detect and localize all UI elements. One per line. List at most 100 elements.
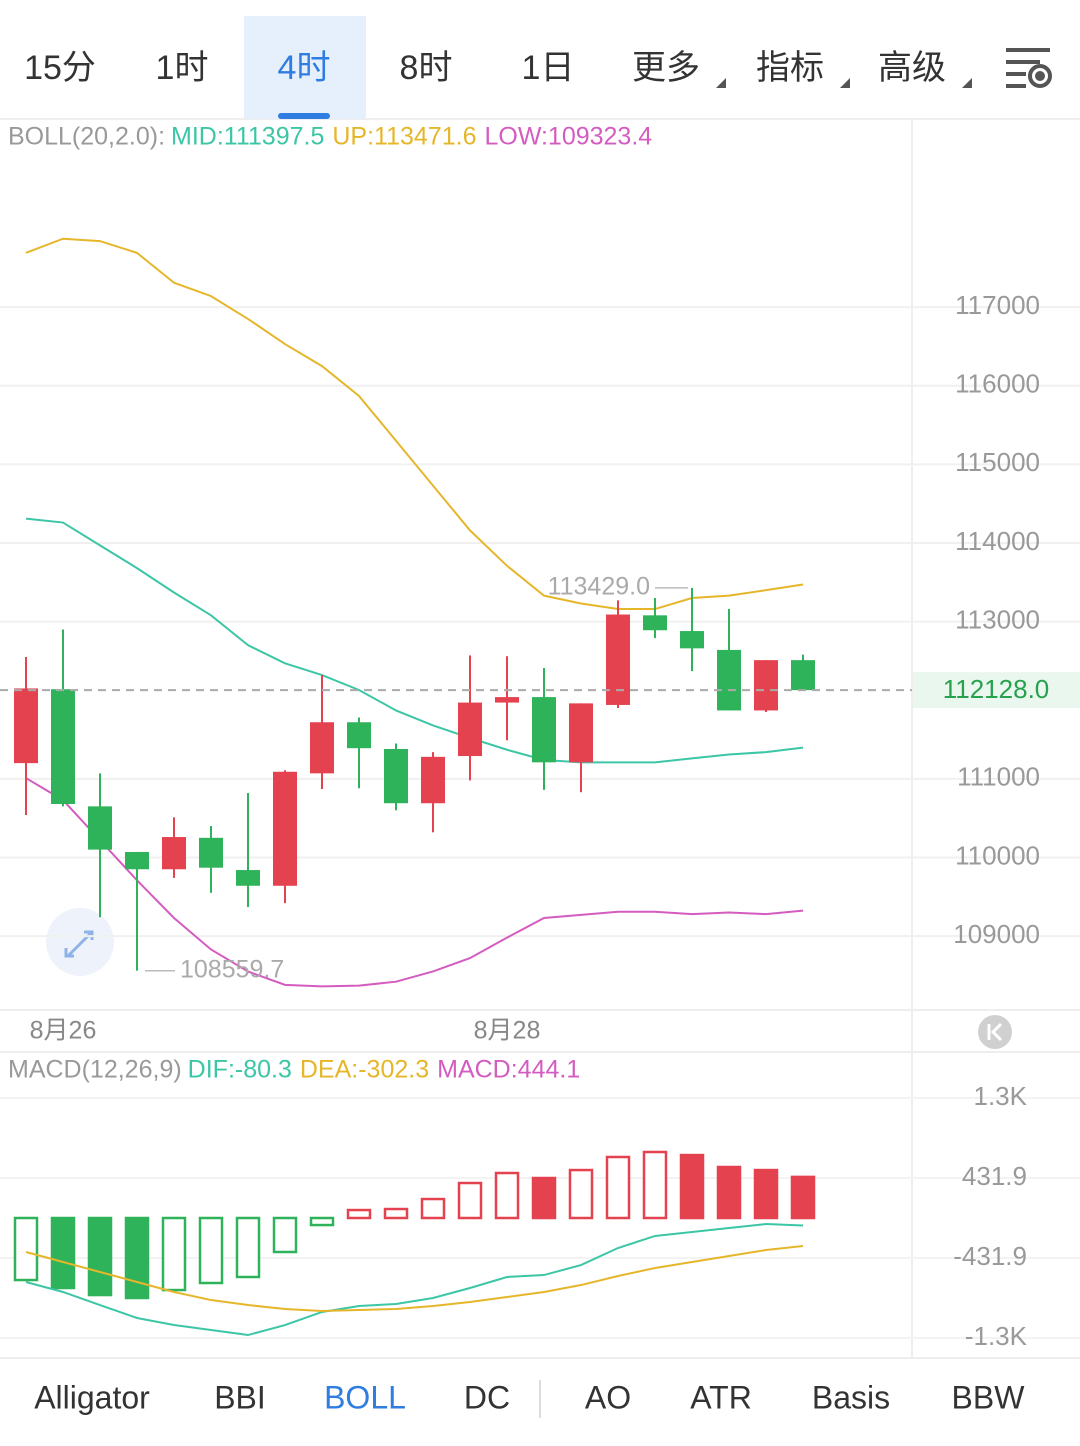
legend-entry: MACD:444.1: [437, 1056, 580, 1084]
candle-body: [791, 660, 815, 691]
macd-bar: [531, 1176, 557, 1220]
macd-bar: [790, 1175, 816, 1220]
candle-body: [569, 703, 593, 763]
candle-body: [125, 851, 149, 870]
macd-bar: [124, 1216, 150, 1300]
timeframe-tab[interactable]: 1时: [156, 49, 209, 87]
candle-body: [680, 631, 704, 649]
x-tick-label: 8月28: [474, 1017, 541, 1045]
dropdown-caret: [962, 78, 972, 88]
macd-bar: [235, 1216, 261, 1279]
macd-bar: [383, 1207, 409, 1220]
y-tick-label: 1.3K: [974, 1081, 1028, 1111]
candle-body: [754, 660, 778, 711]
y-tick-label: 117000: [955, 290, 1040, 320]
macd-bar: [605, 1155, 631, 1220]
legend-entry: DIF:-80.3: [188, 1056, 292, 1084]
candle-body: [14, 688, 38, 764]
candle-body: [236, 870, 260, 886]
candle-body: [162, 837, 186, 870]
macd-bar: [346, 1208, 372, 1220]
legend-entry: UP:113471.6: [332, 123, 476, 151]
macd-bar: [420, 1197, 446, 1220]
legend-entry: MID:111397.5: [171, 123, 324, 151]
macd-bar: [50, 1216, 76, 1290]
candle-body: [273, 771, 297, 886]
x-tick-label: 8月26: [30, 1017, 97, 1045]
y-tick-label: -1.3K: [965, 1321, 1028, 1351]
candle-body: [532, 697, 556, 763]
scroll-back-icon[interactable]: [978, 1015, 1012, 1049]
macd-bar: [198, 1216, 224, 1285]
indicator-tab[interactable]: ATR: [690, 1379, 752, 1415]
macd-bar: [457, 1181, 483, 1220]
candle-body: [606, 614, 630, 705]
dropdown-caret: [716, 78, 726, 88]
timeframe-tab[interactable]: 8时: [400, 49, 453, 87]
y-tick-label: 110000: [955, 840, 1040, 870]
y-tick-label: -431.9: [953, 1241, 1027, 1271]
y-tick-label: 115000: [955, 447, 1040, 477]
timeframe-tab[interactable]: 4时: [278, 49, 331, 87]
candle-body: [347, 722, 371, 749]
legend-title: MACD(12,26,9): [8, 1056, 182, 1084]
boll-line: [25, 777, 804, 988]
candle-body: [717, 649, 741, 711]
candle-body: [458, 702, 482, 757]
macd-bar: [753, 1168, 779, 1220]
timeframe-tab[interactable]: 更多: [632, 49, 700, 87]
legend-bg: [0, 121, 911, 155]
macd-bar: [494, 1171, 520, 1220]
y-tick-label: 113000: [955, 604, 1040, 634]
indicator-tab[interactable]: BBI: [214, 1379, 266, 1415]
y-tick-label: 114000: [955, 526, 1040, 556]
settings-icon[interactable]: [1006, 48, 1052, 88]
macd-bar: [568, 1168, 594, 1220]
macd-bar: [272, 1216, 298, 1254]
macd-bar: [679, 1153, 705, 1220]
boll-line: [25, 237, 804, 611]
y-tick-label: 109000: [953, 919, 1040, 949]
active-tab-bg: [244, 16, 366, 119]
macd-bar: [161, 1216, 187, 1292]
timeframe-tab[interactable]: 高级: [878, 49, 946, 87]
timeframe-tab[interactable]: 指标: [756, 49, 824, 87]
high-label: 113429.0: [548, 572, 650, 600]
indicator-tab[interactable]: BOLL: [324, 1379, 406, 1415]
candle-body: [495, 697, 519, 703]
expand-icon[interactable]: [46, 908, 114, 976]
low-label: 108559.7: [180, 955, 284, 983]
boll-line: [25, 517, 804, 764]
indicator-tab[interactable]: Basis: [812, 1379, 890, 1415]
macd-bar: [642, 1150, 668, 1220]
legend-title: BOLL(20,2.0):: [8, 123, 165, 151]
y-tick-label: 116000: [955, 369, 1040, 399]
indicator-tab[interactable]: BBW: [952, 1379, 1026, 1415]
timeframe-tab[interactable]: 15分: [24, 49, 96, 87]
y-tick-label: 111000: [957, 762, 1040, 792]
macd-line: [25, 1245, 804, 1312]
active-tab-indicator: [278, 113, 330, 119]
candle-body: [199, 837, 223, 868]
y-tick-label: 431.9: [962, 1161, 1027, 1191]
frame: [0, 48, 1080, 1418]
candle-body: [384, 748, 408, 804]
macd-line: [25, 1223, 804, 1337]
candle-body: [421, 756, 445, 804]
indicator-tab[interactable]: DC: [464, 1379, 510, 1415]
last-price-label: 112128.0: [943, 674, 1050, 704]
candle-body: [310, 722, 334, 774]
macd-bar: [309, 1216, 335, 1227]
macd-bar: [87, 1216, 113, 1297]
last-price-box: [913, 672, 1080, 709]
candle-body: [88, 806, 112, 850]
legend-entry: DEA:-302.3: [300, 1056, 429, 1084]
indicator-tab[interactable]: AO: [585, 1379, 631, 1415]
candle-body: [643, 615, 667, 631]
timeframe-tab[interactable]: 1日: [522, 49, 575, 87]
dropdown-caret: [840, 78, 850, 88]
macd-bar: [716, 1165, 742, 1220]
indicator-tab[interactable]: Alligator: [34, 1379, 150, 1415]
